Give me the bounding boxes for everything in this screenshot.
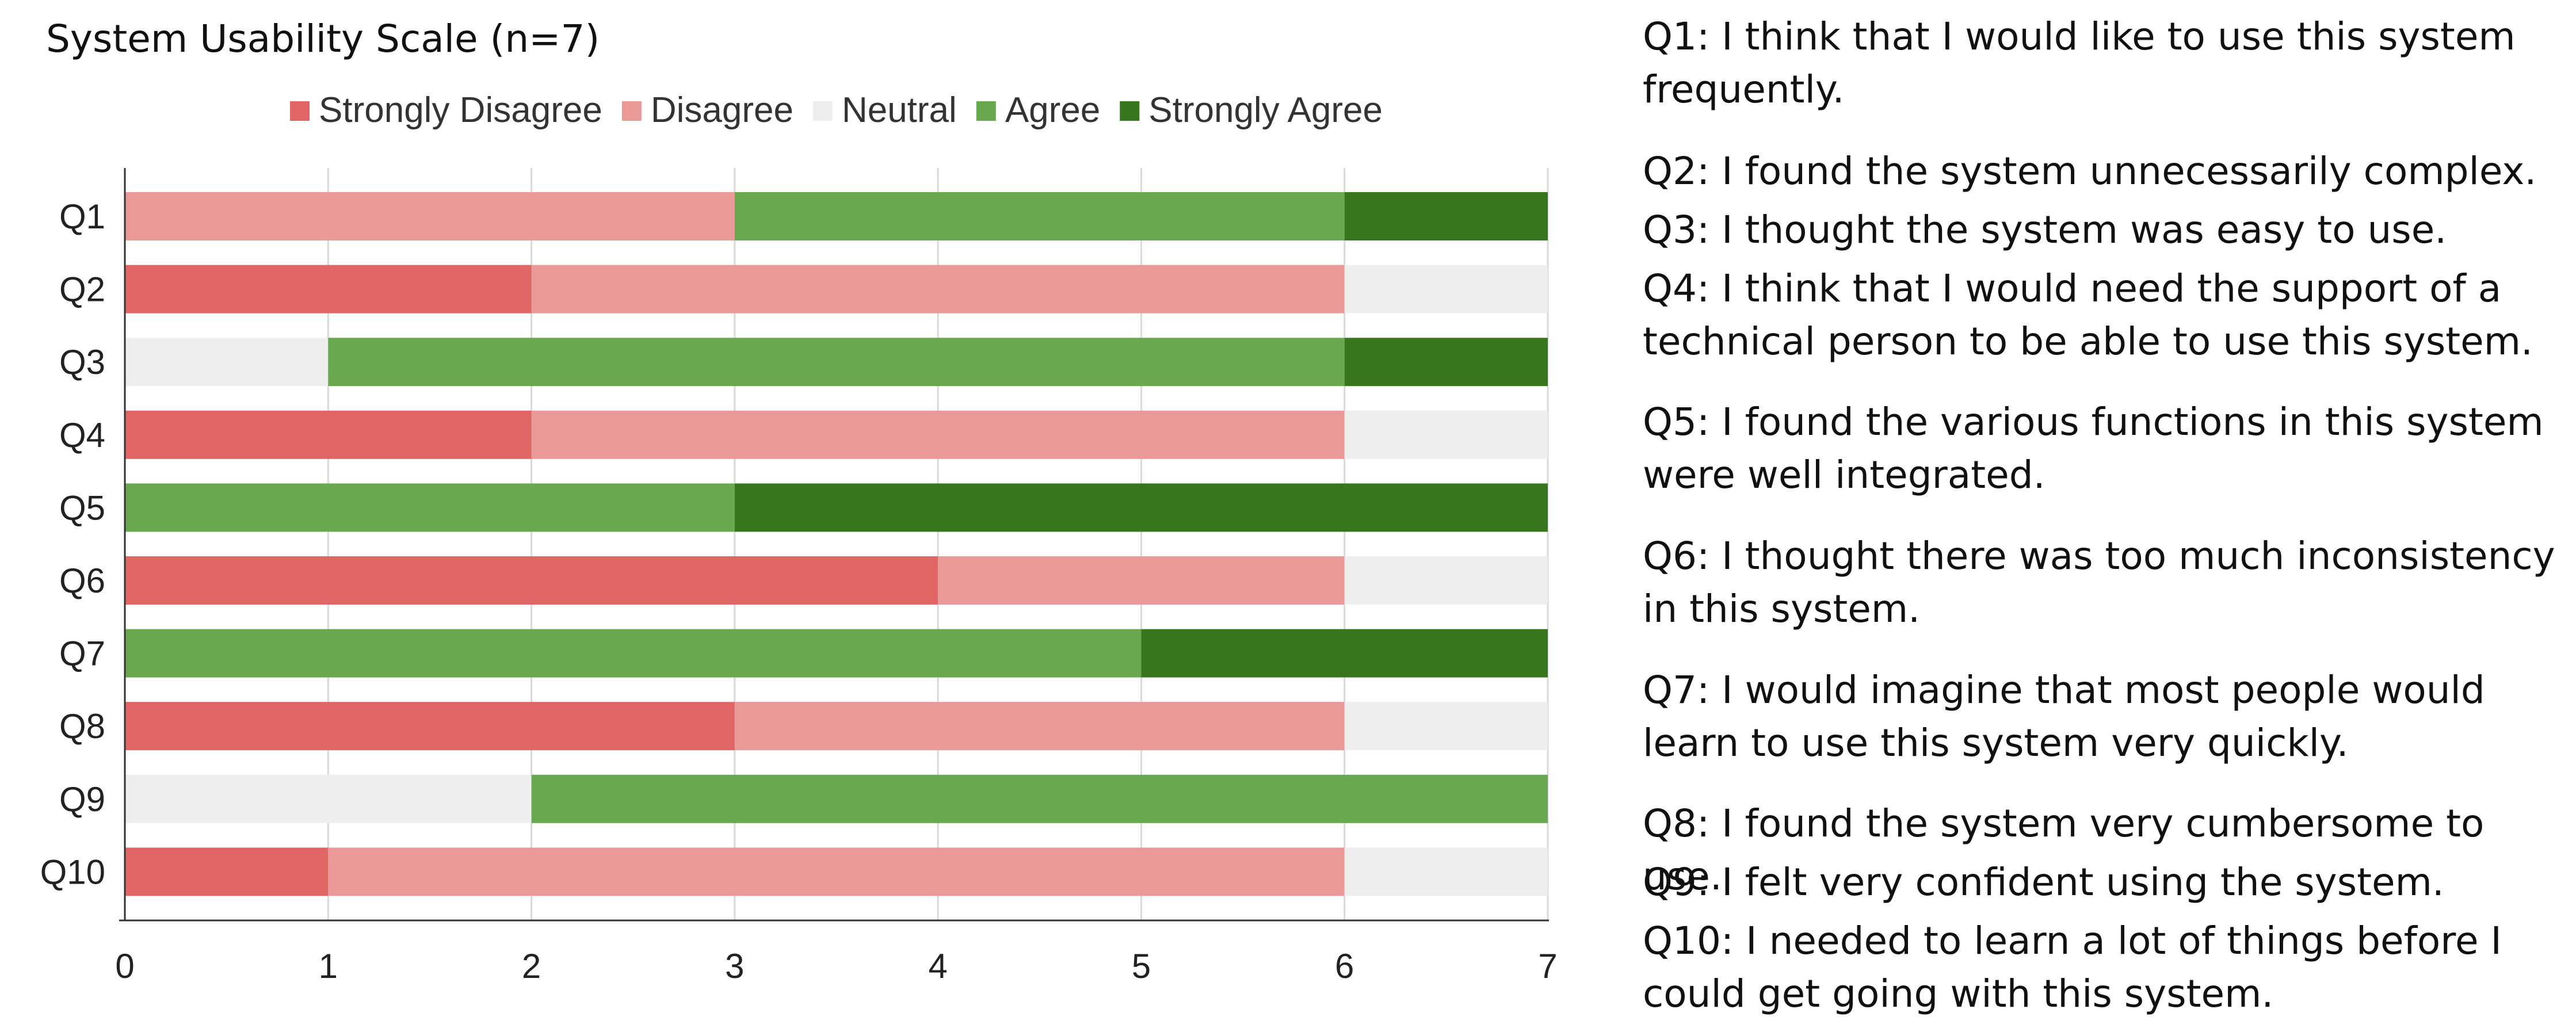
bar-q4-strongly-disagree bbox=[125, 410, 532, 459]
bars bbox=[125, 192, 1548, 896]
category-label-q8: Q8 bbox=[59, 707, 105, 746]
x-tick-label-6: 6 bbox=[1335, 947, 1354, 985]
category-label-q4: Q4 bbox=[59, 416, 105, 454]
questions-panel: Q1: I think that I would like to use thi… bbox=[1643, 10, 2569, 1023]
bar-q8-neutral bbox=[1344, 702, 1548, 751]
bar-q4-disagree bbox=[531, 410, 1345, 459]
chart-title: System Usability Scale (n=7) bbox=[46, 17, 600, 61]
bar-q8-strongly-disagree bbox=[125, 702, 735, 751]
bar-q9-agree bbox=[531, 774, 1548, 823]
question-q2: Q2: I found the system unnecessarily com… bbox=[1643, 149, 2537, 193]
question-q9: Q9: I felt very confident using the syst… bbox=[1643, 860, 2444, 904]
bar-q9-neutral bbox=[125, 774, 532, 823]
question-q5: Q5: I found the various functions in thi… bbox=[1643, 400, 2544, 497]
legend-item-strongly-disagree: Strongly Disagree bbox=[290, 90, 602, 130]
question-q4: Q4: I think that I would need the suppor… bbox=[1643, 266, 2533, 364]
x-tick-label-0: 0 bbox=[115, 947, 134, 985]
bar-q2-neutral bbox=[1344, 265, 1548, 314]
bar-q6-strongly-disagree bbox=[125, 556, 938, 605]
question-q7: Q7: I would imagine that most people wou… bbox=[1643, 668, 2485, 765]
bar-q7-strongly-agree bbox=[1141, 629, 1548, 678]
bar-q1-agree bbox=[734, 192, 1345, 240]
legend-swatch bbox=[1120, 101, 1140, 121]
bar-q3-agree bbox=[328, 338, 1345, 387]
x-tick-label-2: 2 bbox=[522, 947, 541, 985]
category-label-q3: Q3 bbox=[59, 343, 105, 381]
legend-label: Disagree bbox=[651, 90, 793, 130]
legend-item-neutral: Neutral bbox=[812, 90, 957, 130]
bar-q10-disagree bbox=[328, 847, 1345, 896]
legend-item-agree: Agree bbox=[976, 90, 1100, 130]
bar-q3-strongly-agree bbox=[1344, 338, 1548, 387]
x-tick-label-4: 4 bbox=[928, 947, 947, 985]
x-tick-label-5: 5 bbox=[1132, 947, 1151, 985]
legend-label: Strongly Agree bbox=[1148, 90, 1383, 130]
category-label-q2: Q2 bbox=[59, 270, 105, 309]
legend-swatch bbox=[812, 101, 833, 121]
bar-q1-disagree bbox=[125, 192, 735, 240]
bar-q1-strongly-agree bbox=[1344, 192, 1548, 240]
bar-q2-strongly-disagree bbox=[125, 265, 532, 314]
question-q6: Q6: I thought there was too much inconsi… bbox=[1643, 534, 2555, 631]
question-q10: Q10: I needed to learn a lot of things b… bbox=[1643, 919, 2502, 1016]
bar-q5-strongly-agree bbox=[734, 483, 1548, 532]
legend-item-disagree: Disagree bbox=[621, 90, 793, 130]
bar-q4-neutral bbox=[1344, 410, 1548, 459]
bar-q6-disagree bbox=[938, 556, 1345, 605]
x-tick-labels: 0 1 2 3 4 5 6 7 bbox=[115, 947, 1557, 985]
category-label-q10: Q10 bbox=[40, 853, 105, 891]
category-label-q1: Q1 bbox=[59, 197, 105, 236]
legend-label: Neutral bbox=[842, 90, 957, 130]
bar-q7-agree bbox=[125, 629, 1142, 678]
bar-q8-disagree bbox=[734, 702, 1345, 751]
category-label-q7: Q7 bbox=[59, 635, 105, 673]
bar-q6-neutral bbox=[1344, 556, 1548, 605]
x-tick-label-3: 3 bbox=[725, 947, 744, 985]
bar-q3-neutral bbox=[125, 338, 329, 387]
x-tick-label-1: 1 bbox=[319, 947, 338, 985]
question-q3: Q3: I thought the system was easy to use… bbox=[1643, 208, 2447, 252]
legend-item-strongly-agree: Strongly Agree bbox=[1120, 90, 1383, 130]
axes bbox=[119, 168, 1549, 922]
legend-label: Strongly Disagree bbox=[319, 90, 602, 130]
category-label-q6: Q6 bbox=[59, 561, 105, 600]
category-label-q9: Q9 bbox=[59, 780, 105, 819]
legend-swatch bbox=[290, 101, 310, 121]
legend-swatch bbox=[621, 101, 642, 121]
bar-q5-agree bbox=[125, 483, 735, 532]
bar-q10-strongly-disagree bbox=[125, 847, 329, 896]
sus-chart: System Usability Scale (n=7) Strongly Di… bbox=[40, 17, 1558, 985]
legend-swatch bbox=[976, 101, 996, 121]
category-labels: Q1 Q2 Q3 Q4 Q5 Q6 Q7 Q8 Q9 Q10 bbox=[40, 197, 105, 891]
x-tick-label-7: 7 bbox=[1538, 947, 1557, 985]
legend-label: Agree bbox=[1005, 90, 1100, 130]
chart-legend: Strongly Disagree Disagree Neutral Agree Str… bbox=[290, 90, 1383, 130]
bar-q10-neutral bbox=[1344, 847, 1548, 896]
question-q1: Q1: I think that I would like to use thi… bbox=[1643, 14, 2516, 112]
bar-q2-disagree bbox=[531, 265, 1345, 314]
question-q8: Q8: I found the system very cumbersome t… bbox=[1643, 801, 2485, 899]
category-label-q5: Q5 bbox=[59, 488, 105, 527]
